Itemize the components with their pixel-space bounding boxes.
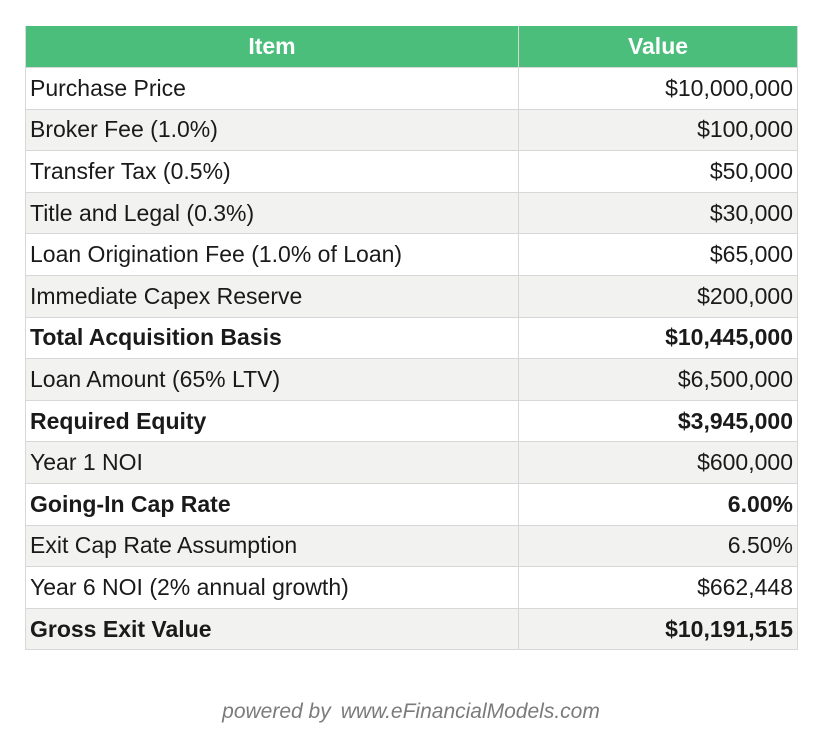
table-row: Going-In Cap Rate 6.00% xyxy=(25,482,798,526)
row-item: Year 1 NOI xyxy=(25,441,519,484)
row-value: 6.50% xyxy=(518,524,798,568)
header-item: Item xyxy=(25,26,519,68)
header-value: Value xyxy=(518,26,798,68)
table-row: Transfer Tax (0.5%) $50,000 xyxy=(25,150,798,193)
powered-by-label: powered by xyxy=(222,700,331,723)
footer-url-link[interactable]: www.eFinancialModels.com xyxy=(340,700,600,723)
acquisition-table: Item Value Purchase Price $10,000,000 Br… xyxy=(25,26,798,651)
table-row: Purchase Price $10,000,000 xyxy=(25,67,798,110)
table-row: Gross Exit Value $10,191,515 xyxy=(25,607,798,651)
row-value: $662,448 xyxy=(518,566,798,609)
table-header-row: Item Value xyxy=(25,26,798,68)
table-row: Immediate Capex Reserve $200,000 xyxy=(25,274,798,318)
row-item: Total Acquisition Basis xyxy=(25,316,519,360)
table-row: Total Acquisition Basis $10,445,000 xyxy=(25,316,798,360)
row-value: $30,000 xyxy=(518,191,798,235)
row-value: $10,191,515 xyxy=(518,607,798,651)
row-value: $600,000 xyxy=(518,441,798,484)
row-item: Loan Amount (65% LTV) xyxy=(25,358,519,401)
powered-by-footer: powered by www.eFinancialModels.com xyxy=(0,700,822,724)
row-item: Going-In Cap Rate xyxy=(25,482,519,526)
row-value: 6.00% xyxy=(518,482,798,526)
row-item: Broker Fee (1.0%) xyxy=(25,108,519,152)
table-row: Exit Cap Rate Assumption 6.50% xyxy=(25,524,798,568)
row-item: Loan Origination Fee (1.0% of Loan) xyxy=(25,233,519,276)
row-item: Immediate Capex Reserve xyxy=(25,274,519,318)
table-row: Broker Fee (1.0%) $100,000 xyxy=(25,108,798,152)
table-row: Loan Origination Fee (1.0% of Loan) $65,… xyxy=(25,233,798,276)
row-value: $10,445,000 xyxy=(518,316,798,360)
row-item: Purchase Price xyxy=(25,67,519,110)
row-item: Title and Legal (0.3%) xyxy=(25,191,519,235)
table-row: Year 1 NOI $600,000 xyxy=(25,441,798,484)
row-item: Year 6 NOI (2% annual growth) xyxy=(25,566,519,609)
row-item: Transfer Tax (0.5%) xyxy=(25,150,519,193)
row-value: $200,000 xyxy=(518,274,798,318)
row-value: $3,945,000 xyxy=(518,399,798,443)
row-value: $6,500,000 xyxy=(518,358,798,401)
table-row: Loan Amount (65% LTV) $6,500,000 xyxy=(25,358,798,401)
row-item: Gross Exit Value xyxy=(25,607,519,651)
row-value: $50,000 xyxy=(518,150,798,193)
row-value: $10,000,000 xyxy=(518,67,798,110)
row-value: $100,000 xyxy=(518,108,798,152)
table-row: Required Equity $3,945,000 xyxy=(25,399,798,443)
row-item: Required Equity xyxy=(25,399,519,443)
row-item: Exit Cap Rate Assumption xyxy=(25,524,519,568)
table-row: Year 6 NOI (2% annual growth) $662,448 xyxy=(25,566,798,609)
row-value: $65,000 xyxy=(518,233,798,276)
table-row: Title and Legal (0.3%) $30,000 xyxy=(25,191,798,235)
